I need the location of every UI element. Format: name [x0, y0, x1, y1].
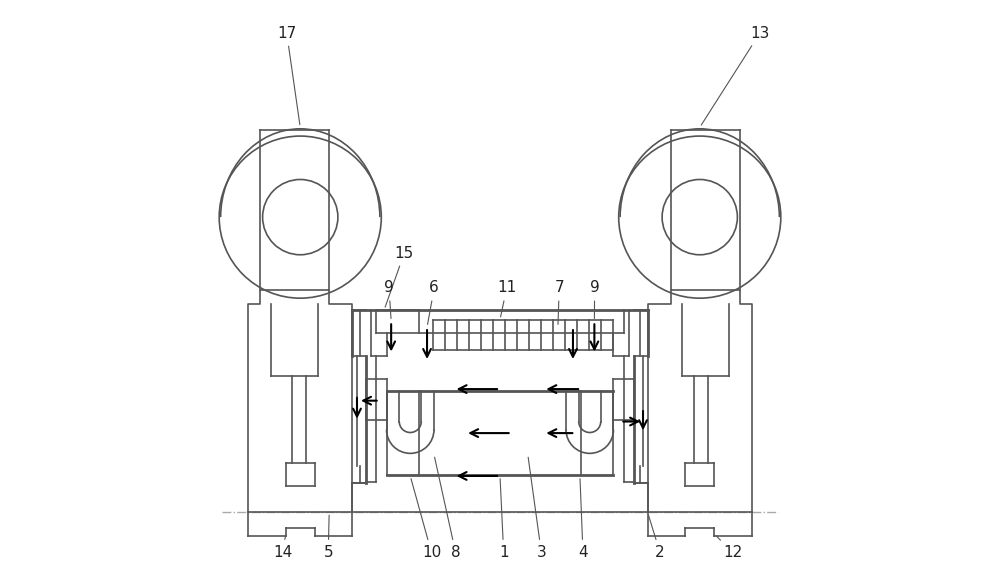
Text: 10: 10 — [411, 479, 441, 560]
Text: 8: 8 — [435, 457, 460, 560]
Text: 9: 9 — [590, 280, 599, 318]
Text: 13: 13 — [701, 25, 770, 125]
Text: 5: 5 — [323, 515, 333, 560]
Text: 2: 2 — [648, 515, 665, 560]
Text: 1: 1 — [499, 479, 508, 560]
Text: 4: 4 — [578, 479, 588, 560]
Text: 15: 15 — [385, 245, 414, 307]
Text: 11: 11 — [497, 280, 516, 317]
Text: 14: 14 — [273, 537, 292, 560]
Text: 7: 7 — [554, 280, 564, 324]
Text: 9: 9 — [384, 280, 394, 318]
Text: 6: 6 — [428, 280, 439, 324]
Text: 17: 17 — [277, 25, 300, 124]
Text: 3: 3 — [528, 457, 546, 560]
Text: 12: 12 — [716, 536, 742, 560]
